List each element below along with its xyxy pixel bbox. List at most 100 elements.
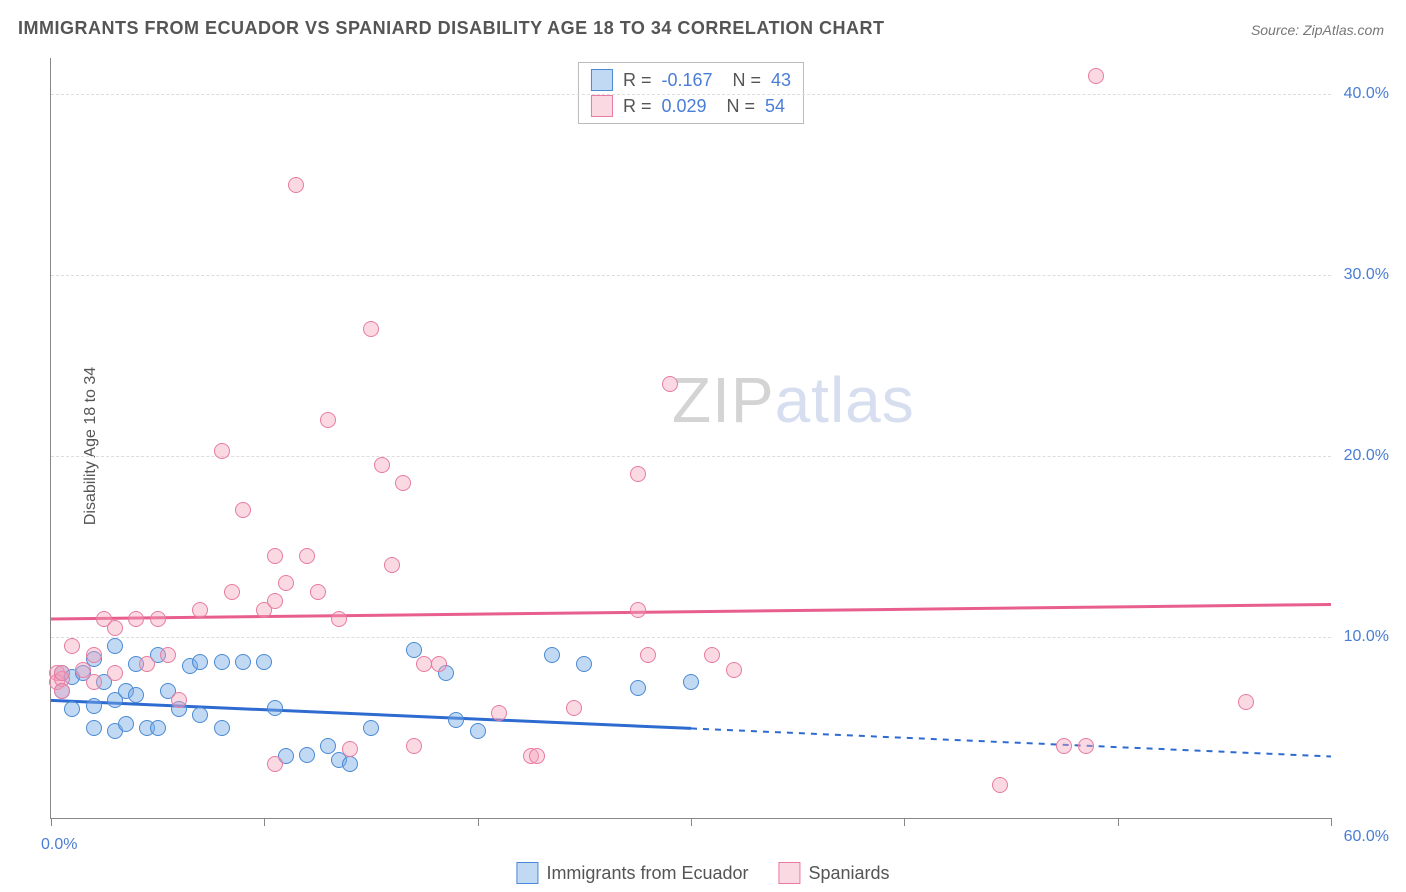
- data-point: [529, 748, 545, 764]
- data-point: [86, 720, 102, 736]
- y-tick-label: 20.0%: [1344, 447, 1389, 465]
- data-point: [406, 642, 422, 658]
- data-point: [54, 683, 70, 699]
- data-point: [1056, 738, 1072, 754]
- stats-row: R =-0.167N =43: [591, 67, 791, 93]
- data-point: [214, 443, 230, 459]
- x-tick: [691, 818, 692, 826]
- data-point: [171, 692, 187, 708]
- x-tick: [904, 818, 905, 826]
- data-point: [107, 638, 123, 654]
- x-tick: [51, 818, 52, 826]
- correlation-stats-box: R =-0.167N =43R =0.029N =54: [578, 62, 804, 124]
- data-point: [192, 602, 208, 618]
- data-point: [342, 756, 358, 772]
- stats-r-label: R =: [623, 70, 652, 91]
- data-point: [107, 620, 123, 636]
- series-swatch: [591, 95, 613, 117]
- data-point: [342, 741, 358, 757]
- data-point: [288, 177, 304, 193]
- stats-n-label: N =: [727, 96, 756, 117]
- data-point: [214, 654, 230, 670]
- data-point: [320, 412, 336, 428]
- data-point: [192, 707, 208, 723]
- data-point: [267, 593, 283, 609]
- data-point: [662, 376, 678, 392]
- data-point: [192, 654, 208, 670]
- legend-swatch: [516, 862, 538, 884]
- trend-line-extrapolated: [691, 728, 1331, 756]
- data-point: [704, 647, 720, 663]
- stats-row: R = 0.029 N = 54: [591, 93, 791, 119]
- data-point: [363, 720, 379, 736]
- data-point: [566, 700, 582, 716]
- x-axis-max-label: 60.0%: [1344, 828, 1389, 846]
- x-tick: [1118, 818, 1119, 826]
- data-point: [726, 662, 742, 678]
- data-point: [491, 705, 507, 721]
- data-point: [406, 738, 422, 754]
- chart-title: IMMIGRANTS FROM ECUADOR VS SPANIARD DISA…: [18, 18, 885, 39]
- data-point: [267, 548, 283, 564]
- data-point: [395, 475, 411, 491]
- series-legend: Immigrants from EcuadorSpaniards: [516, 862, 889, 884]
- stats-r-value: -0.167: [661, 70, 712, 91]
- stats-r-label: R =: [623, 96, 652, 117]
- legend-label: Spaniards: [809, 863, 890, 884]
- x-axis-min-label: 0.0%: [41, 836, 77, 854]
- data-point: [299, 747, 315, 763]
- data-point: [630, 680, 646, 696]
- data-point: [107, 665, 123, 681]
- data-point: [118, 716, 134, 732]
- gridline: [51, 275, 1331, 276]
- data-point: [416, 656, 432, 672]
- data-point: [160, 647, 176, 663]
- data-point: [331, 611, 347, 627]
- data-point: [235, 654, 251, 670]
- data-point: [374, 457, 390, 473]
- data-point: [310, 584, 326, 600]
- data-point: [630, 466, 646, 482]
- x-tick: [1331, 818, 1332, 826]
- data-point: [470, 723, 486, 739]
- x-tick: [264, 818, 265, 826]
- data-point: [128, 687, 144, 703]
- stats-n-label: N =: [733, 70, 762, 91]
- data-point: [544, 647, 560, 663]
- data-point: [139, 656, 155, 672]
- trend-lines-layer: [51, 58, 1331, 818]
- data-point: [150, 720, 166, 736]
- gridline: [51, 637, 1331, 638]
- data-point: [320, 738, 336, 754]
- data-point: [64, 638, 80, 654]
- data-point: [86, 647, 102, 663]
- data-point: [256, 654, 272, 670]
- data-point: [640, 647, 656, 663]
- stats-n-value: 54: [765, 96, 785, 117]
- data-point: [214, 720, 230, 736]
- data-point: [235, 502, 251, 518]
- data-point: [448, 712, 464, 728]
- data-point: [630, 602, 646, 618]
- gridline: [51, 94, 1331, 95]
- gridline: [51, 456, 1331, 457]
- data-point: [1078, 738, 1094, 754]
- data-point: [64, 701, 80, 717]
- x-tick: [478, 818, 479, 826]
- y-tick-label: 30.0%: [1344, 266, 1389, 284]
- y-tick-label: 10.0%: [1344, 628, 1389, 646]
- y-tick-label: 40.0%: [1344, 85, 1389, 103]
- series-swatch: [591, 69, 613, 91]
- data-point: [150, 611, 166, 627]
- source-attribution: Source: ZipAtlas.com: [1251, 22, 1384, 38]
- data-point: [267, 756, 283, 772]
- stats-r-value: 0.029: [661, 96, 706, 117]
- data-point: [299, 548, 315, 564]
- data-point: [384, 557, 400, 573]
- data-point: [267, 700, 283, 716]
- data-point: [992, 777, 1008, 793]
- data-point: [86, 674, 102, 690]
- data-point: [431, 656, 447, 672]
- trend-line: [51, 604, 1331, 618]
- data-point: [1238, 694, 1254, 710]
